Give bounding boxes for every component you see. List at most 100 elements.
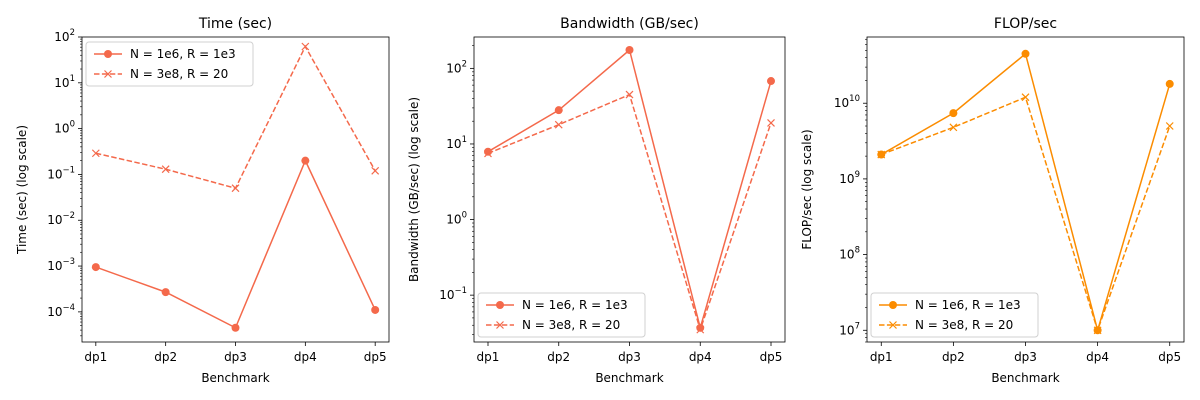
- y-tick-label: 10−3: [47, 257, 75, 273]
- y-tick-base: 10: [446, 213, 461, 227]
- y-tick-exponent: −1: [454, 286, 467, 296]
- data-point: [231, 323, 240, 332]
- legend-label: N = 1e6, R = 1e3: [915, 298, 1021, 312]
- data-point: [625, 45, 634, 54]
- x-tick-label: dp1: [870, 350, 893, 364]
- y-axis-label: FLOP/sec (log scale): [800, 129, 814, 249]
- series-line-1: [880, 52, 1171, 334]
- x-tick-label: dp4: [1086, 350, 1109, 364]
- y-tick-exponent: 1: [70, 74, 75, 84]
- y-tick-label: 101: [54, 74, 75, 90]
- legend-marker: [889, 301, 897, 309]
- legend-marker: [104, 70, 112, 78]
- x-tick-label: dp5: [1158, 350, 1181, 364]
- plot-frame: [473, 36, 786, 343]
- x-tick-label: dp4: [294, 350, 317, 364]
- data-point: [371, 166, 380, 175]
- y-tick-exponent: −4: [62, 303, 75, 313]
- legend-marker: [496, 301, 504, 309]
- legend-box: [85, 41, 254, 87]
- chart-title: FLOP/sec: [994, 16, 1057, 32]
- data-point: [696, 325, 705, 334]
- data-point: [161, 288, 170, 297]
- chart-panel-2: Bandwidth (GB/sec) Benchmark Bandwidth (GB…: [407, 16, 786, 385]
- y-tick-exponent: −3: [62, 257, 75, 267]
- x-tick-label: dp2: [547, 350, 570, 364]
- legend-marker: [104, 50, 112, 58]
- data-point: [767, 77, 776, 86]
- data-point: [1021, 93, 1030, 102]
- y-tick-label: 101: [446, 135, 467, 151]
- x-tick-label: dp2: [154, 350, 177, 364]
- y-tick-base: 10: [47, 305, 62, 319]
- x-axis-label: Benchmark: [595, 371, 663, 385]
- y-tick-exponent: −1: [62, 165, 75, 175]
- y-tick-exponent: 0: [70, 120, 75, 130]
- y-tick-base: 10: [839, 172, 854, 186]
- y-tick-label: 102: [54, 28, 75, 44]
- chart-title: Time (sec): [198, 16, 272, 32]
- series-line-1: [487, 48, 772, 331]
- y-tick-base: 10: [54, 30, 69, 44]
- x-tick-label: dp3: [1014, 350, 1037, 364]
- legend-box: [870, 292, 1039, 338]
- x-tick-label: dp4: [689, 350, 712, 364]
- y-tick-base: 10: [47, 213, 62, 227]
- legend-label: N = 1e6, R = 1e3: [130, 47, 236, 61]
- x-axis-label: Benchmark: [201, 371, 269, 385]
- data-point: [554, 120, 563, 129]
- legend: N = 1e6, R = 1e3 N = 3e8, R = 20: [85, 41, 254, 87]
- data-point: [231, 184, 240, 193]
- data-point: [625, 90, 634, 99]
- legend-box: [477, 292, 646, 338]
- y-tick-base: 10: [834, 96, 849, 110]
- y-tick-exponent: 2: [462, 59, 467, 69]
- data-point: [301, 156, 310, 165]
- data-point: [91, 149, 100, 158]
- x-tick-label: dp2: [942, 350, 965, 364]
- legend-marker: [496, 321, 504, 329]
- y-tick-base: 10: [446, 61, 461, 75]
- y-tick-base: 10: [839, 323, 854, 337]
- y-tick-label: 1010: [834, 94, 860, 110]
- chart-title: Bandwidth (GB/sec): [560, 16, 699, 32]
- data-point: [91, 263, 100, 272]
- data-point: [484, 149, 492, 158]
- legend-label: N = 3e8, R = 20: [130, 67, 228, 81]
- y-axis-label: Time (sec) (log scale): [15, 125, 29, 255]
- legend-marker: [889, 321, 897, 329]
- y-tick-label: 102: [446, 59, 467, 75]
- x-tick-label: dp3: [618, 350, 641, 364]
- y-tick-exponent: 0: [462, 211, 467, 221]
- y-tick-exponent: 10: [849, 94, 860, 104]
- legend-label: N = 3e8, R = 20: [915, 318, 1013, 332]
- legend: N = 1e6, R = 1e3 N = 3e8, R = 20: [477, 292, 646, 338]
- y-axis-label: Bandwidth (GB/sec) (log scale): [407, 97, 421, 282]
- y-tick-base: 10: [446, 137, 461, 151]
- x-tick-label: dp3: [224, 350, 247, 364]
- x-tick-label: dp5: [760, 350, 783, 364]
- data-point: [949, 123, 958, 132]
- data-point: [767, 118, 775, 127]
- y-tick-label: 109: [839, 170, 860, 186]
- data-point: [1021, 49, 1030, 58]
- data-point: [161, 165, 170, 174]
- y-tick-label: 100: [446, 211, 467, 227]
- data-point: [1165, 122, 1174, 130]
- x-tick-label: dp1: [84, 350, 107, 364]
- legend-label: N = 3e8, R = 20: [522, 318, 620, 332]
- data-point: [1165, 79, 1174, 88]
- legend-label: N = 1e6, R = 1e3: [522, 298, 628, 312]
- data-point: [371, 305, 380, 314]
- series-line-1: [95, 158, 376, 329]
- y-tick-label: 10−2: [47, 211, 75, 227]
- y-tick-label: 100: [54, 120, 75, 136]
- y-tick-exponent: 1: [462, 135, 467, 145]
- y-tick-base: 10: [839, 248, 854, 262]
- y-tick-exponent: 2: [70, 28, 75, 38]
- x-tick-label: dp5: [364, 350, 387, 364]
- y-tick-base: 10: [54, 76, 69, 90]
- y-tick-base: 10: [54, 122, 69, 136]
